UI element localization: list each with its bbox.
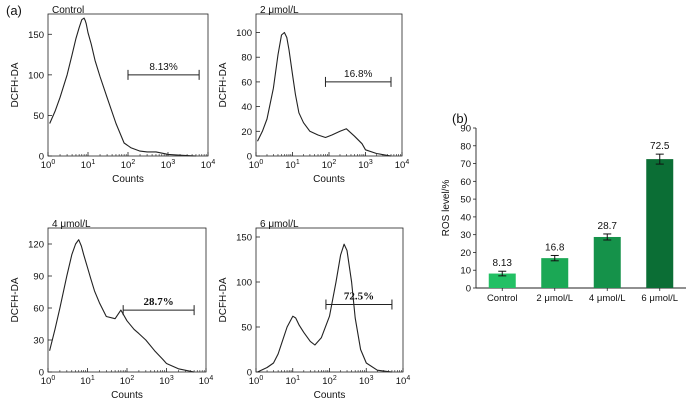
gate-percent-label: 8.13% (149, 62, 177, 73)
panel-title: 2 μmol/L (260, 5, 299, 16)
y-tick-label: 30 (460, 230, 471, 241)
y-tick-label: 80 (241, 53, 252, 64)
y-tick-label: 20 (241, 127, 252, 138)
panel-title: Control (52, 5, 84, 16)
histogram-panel-1: Control DCFH-DA 0 50 100 150 100 101 102 103 104 Co… (10, 5, 215, 185)
plot-frame (255, 227, 404, 373)
y-tick-label: 0 (247, 152, 252, 163)
category-label: 4 μmol/L (589, 293, 626, 304)
x-tick-label: 100 (249, 375, 264, 387)
y-tick-label: 150 (28, 30, 44, 41)
plot-frame (47, 227, 207, 373)
y-tick-label: 100 (236, 28, 252, 39)
bar-3 (593, 236, 621, 288)
y-tick-label: 100 (28, 70, 44, 81)
y-tick-label: 0 (247, 368, 252, 379)
y-axis-label: DCFH-DA (218, 277, 229, 322)
y-axis-label: DCFH-DA (10, 277, 21, 322)
x-tick-label: 102 (120, 375, 135, 387)
panel-label-b: (b) (452, 111, 468, 126)
y-tick-label: 0 (39, 368, 44, 379)
bar-2 (541, 258, 569, 288)
x-tick-label: 100 (41, 159, 56, 171)
histogram-curve (49, 17, 197, 157)
bar-value-label: 16.8 (545, 242, 565, 253)
x-axis-label: Counts (313, 174, 345, 185)
bar-chart-panel: 0 10 20 30 40 50 60 70 80 90 ROS level/% 8.13 Contro… (441, 124, 686, 304)
bar-1 (488, 273, 516, 288)
plot-frame (255, 13, 403, 157)
y-tick-label: 40 (460, 212, 471, 223)
y-tick-label: 40 (241, 102, 252, 113)
histogram-curve (257, 31, 392, 157)
y-tick-label: 30 (33, 336, 44, 347)
y-tick-label: 50 (460, 195, 471, 206)
y-tick-label: 60 (460, 177, 471, 188)
y-axis-label: DCFH-DA (10, 62, 21, 107)
histogram-panel-2: 2 μmol/L DCFH-DA 0 20 40 60 80 100 100 101 102 103 1… (218, 5, 409, 185)
plot-frame (47, 13, 209, 157)
bar-4 (646, 159, 674, 288)
y-tick-label: 80 (460, 141, 471, 152)
bar-value-label: 72.5 (650, 141, 670, 152)
x-tick-label: 104 (201, 159, 216, 171)
y-tick-label: 20 (460, 248, 471, 259)
x-tick-label: 104 (395, 159, 410, 171)
y-axis-label: DCFH-DA (218, 62, 229, 107)
panel-label-a: (a) (6, 3, 22, 18)
y-tick-label: 0 (39, 152, 44, 163)
category-label: 6 μmol/L (641, 293, 678, 304)
y-tick-label: 60 (33, 304, 44, 315)
y-tick-label: 60 (241, 77, 252, 88)
x-tick-label: 101 (286, 375, 301, 387)
x-tick-label: 102 (322, 159, 337, 171)
x-axis-label: Counts (111, 390, 143, 401)
x-tick-label: 104 (396, 375, 411, 387)
x-tick-label: 103 (359, 375, 374, 387)
y-tick-label: 50 (33, 111, 44, 122)
histogram-panel-3: 4 μmol/L DCFH-DA 0 30 60 90 120 100 101 102 103 104… (10, 219, 213, 401)
x-tick-label: 101 (81, 159, 96, 171)
x-tick-label: 102 (121, 159, 136, 171)
x-axis-label: Counts (314, 390, 346, 401)
bar-value-label: 8.13 (493, 258, 513, 269)
x-tick-label: 102 (322, 375, 337, 387)
x-tick-label: 100 (249, 159, 264, 171)
category-label: Control (487, 293, 518, 304)
x-axis-label: Counts (112, 174, 144, 185)
x-tick-label: 101 (80, 375, 95, 387)
bar-value-label: 28.7 (598, 221, 618, 232)
x-tick-label: 103 (358, 159, 373, 171)
y-tick-label: 90 (460, 124, 471, 135)
histogram-panel-4: 6 μmol/L DCFH-DA 0 50 100 150 100 101 102 103 104 C… (218, 219, 410, 401)
histogram-curve (49, 239, 195, 373)
y-tick-label: 100 (236, 278, 252, 289)
y-tick-label: 70 (460, 159, 471, 170)
x-tick-label: 104 (199, 375, 214, 387)
x-tick-label: 103 (159, 375, 174, 387)
panel-title: 4 μmol/L (52, 219, 91, 230)
gate-percent-label: 72.5% (344, 291, 374, 303)
histogram-curve (257, 243, 392, 373)
y-tick-label: 150 (236, 233, 252, 244)
gate-percent-label: 28.7% (144, 296, 174, 308)
gate-percent-label: 16.8% (344, 69, 372, 80)
y-tick-label: 0 (466, 284, 471, 295)
category-label: 2 μmol/L (536, 293, 573, 304)
x-tick-label: 101 (285, 159, 300, 171)
y-tick-label: 90 (33, 272, 44, 283)
y-axis-label: ROS level/% (441, 180, 452, 237)
y-tick-label: 10 (460, 266, 471, 277)
x-tick-label: 103 (161, 159, 176, 171)
x-tick-label: 100 (41, 375, 56, 387)
y-tick-label: 50 (241, 323, 252, 334)
panel-title: 6 μmol/L (260, 219, 299, 230)
y-tick-label: 120 (28, 240, 44, 251)
